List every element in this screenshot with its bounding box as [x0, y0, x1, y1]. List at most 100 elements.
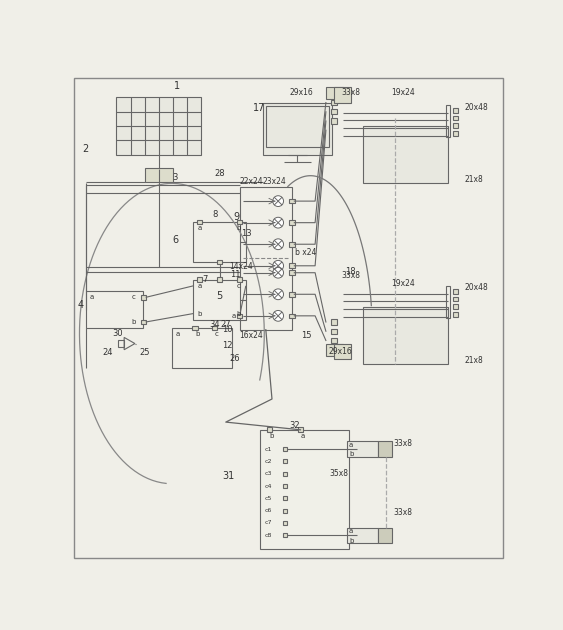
Circle shape [272, 260, 284, 271]
Circle shape [272, 289, 284, 300]
Bar [326, 343, 343, 356]
Bar [453, 289, 458, 294]
Bar [194, 222, 246, 262]
Text: 2: 2 [83, 144, 89, 154]
Text: 21x8: 21x8 [464, 356, 483, 365]
Text: c2: c2 [264, 459, 272, 464]
Text: 28: 28 [215, 169, 225, 178]
Circle shape [272, 267, 284, 278]
Text: 25: 25 [140, 348, 150, 357]
Text: 29x16: 29x16 [290, 88, 314, 97]
Text: 8: 8 [213, 210, 218, 219]
Text: b: b [197, 311, 202, 316]
Text: 33x8: 33x8 [394, 508, 413, 517]
Bar [283, 472, 287, 476]
Text: 19x24: 19x24 [391, 88, 415, 97]
Text: 6: 6 [172, 234, 178, 244]
Text: 14x24: 14x24 [230, 262, 253, 271]
Text: 15: 15 [301, 331, 312, 340]
Bar [237, 220, 242, 224]
Bar [331, 338, 337, 343]
Bar [283, 496, 287, 500]
Text: 17: 17 [253, 103, 265, 113]
Text: 5: 5 [217, 291, 223, 301]
Bar [298, 428, 303, 432]
Text: 20x48: 20x48 [464, 103, 488, 112]
Bar [240, 187, 292, 329]
Bar [453, 304, 458, 309]
Text: a: a [197, 283, 202, 289]
Text: a: a [176, 331, 180, 337]
Text: 9: 9 [234, 212, 240, 222]
Bar [331, 319, 337, 324]
Text: c8: c8 [264, 533, 272, 538]
Text: c4: c4 [264, 483, 272, 488]
Text: 27: 27 [220, 320, 231, 329]
Bar [453, 108, 458, 113]
Bar [378, 442, 392, 457]
Text: c3: c3 [264, 471, 272, 476]
Bar [86, 291, 144, 328]
Bar [141, 295, 146, 300]
Text: 3: 3 [172, 173, 177, 181]
Bar [217, 277, 222, 282]
Text: 21x8: 21x8 [464, 175, 483, 184]
Text: b: b [349, 537, 354, 544]
Text: 18: 18 [345, 268, 356, 277]
Text: 10: 10 [222, 325, 233, 334]
Text: b x24: b x24 [295, 248, 316, 257]
Text: 13: 13 [241, 229, 252, 238]
Text: b: b [270, 433, 274, 439]
Text: a: a [90, 294, 94, 301]
Bar [453, 312, 458, 317]
Bar [194, 280, 246, 319]
Text: b: b [195, 331, 199, 337]
Text: c6: c6 [264, 508, 272, 513]
Bar [331, 118, 337, 123]
Text: 35x8: 35x8 [330, 469, 348, 478]
Text: 33x8: 33x8 [341, 272, 360, 280]
Bar [446, 105, 450, 137]
Bar [453, 297, 458, 301]
Circle shape [272, 196, 284, 207]
Text: a: a [349, 529, 353, 534]
Text: 33x8: 33x8 [394, 439, 413, 448]
Text: 23x24: 23x24 [263, 178, 287, 186]
Text: 12: 12 [222, 341, 233, 350]
Bar [347, 527, 378, 543]
Bar [453, 116, 458, 120]
Bar [118, 340, 124, 347]
Bar [217, 260, 222, 264]
Bar [347, 442, 378, 457]
Bar [172, 328, 232, 368]
Text: 20x48: 20x48 [464, 283, 488, 292]
Bar [289, 263, 294, 268]
Circle shape [272, 217, 284, 228]
Bar [267, 428, 272, 432]
Bar [197, 277, 202, 282]
Bar [289, 270, 294, 275]
Bar [446, 286, 450, 318]
Text: 31: 31 [222, 471, 234, 481]
Bar [283, 508, 287, 513]
Bar [331, 100, 337, 105]
Bar [453, 131, 458, 135]
Bar [289, 292, 294, 297]
Text: c: c [132, 294, 136, 301]
Text: a: a [349, 442, 353, 448]
Text: 33x8: 33x8 [341, 88, 360, 97]
Text: 34: 34 [209, 320, 220, 329]
Bar [212, 326, 217, 331]
Bar [193, 326, 198, 331]
Text: 16x24: 16x24 [240, 331, 263, 340]
Text: 30: 30 [113, 329, 123, 338]
Bar [117, 97, 201, 155]
Text: 26: 26 [230, 355, 240, 364]
Text: 29x16: 29x16 [328, 346, 352, 356]
Bar [289, 242, 294, 246]
Text: a: a [301, 433, 305, 439]
Bar [237, 277, 242, 282]
Bar [289, 220, 294, 225]
Text: c7: c7 [264, 520, 272, 525]
Bar [263, 103, 332, 155]
